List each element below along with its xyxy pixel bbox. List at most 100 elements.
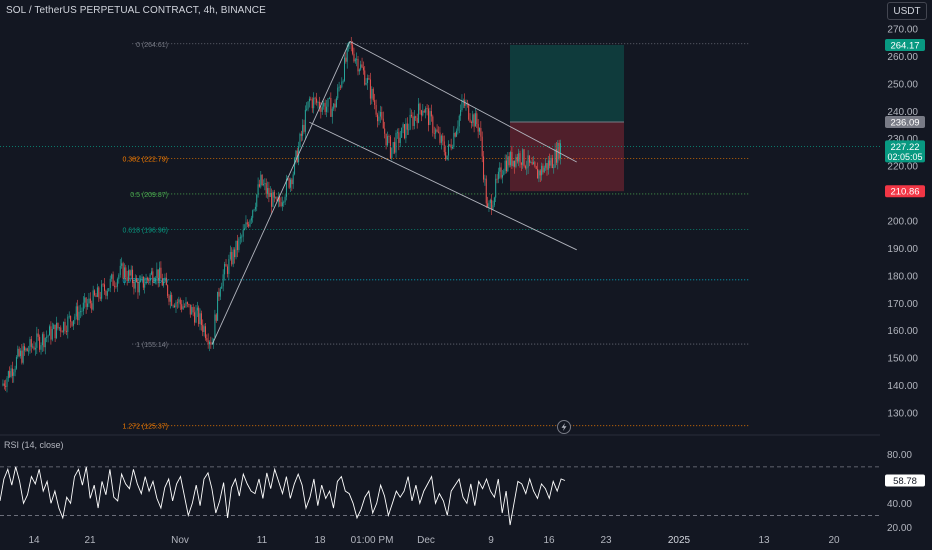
candle-body xyxy=(308,98,310,102)
candle-body xyxy=(379,111,381,117)
candle-body xyxy=(141,276,143,279)
price-tick-label: 220.00 xyxy=(887,162,918,173)
candle-body xyxy=(507,156,509,172)
candle-body xyxy=(228,258,230,274)
candle-body xyxy=(174,305,176,308)
candle-body xyxy=(160,267,162,279)
candle-body xyxy=(360,64,362,70)
candle-body xyxy=(236,240,238,251)
candle-body xyxy=(372,88,374,101)
candle-body xyxy=(26,348,28,352)
candle-body xyxy=(245,222,247,229)
price-tick-label: 190.00 xyxy=(887,244,918,255)
candle-body xyxy=(133,283,135,289)
candle-body xyxy=(368,78,370,80)
candle-body xyxy=(442,135,444,142)
candle-body xyxy=(446,155,448,160)
time-axis[interactable]: 14 21 Nov 11 18 01:00 PM Dec 9 16 23 2025 13 20 xyxy=(28,535,840,546)
candle-body xyxy=(280,201,282,207)
candle-body xyxy=(391,147,393,158)
candle-body xyxy=(222,274,224,287)
candle-body xyxy=(449,144,451,146)
candle-body xyxy=(172,305,174,307)
candle-body xyxy=(22,346,24,363)
candle-body xyxy=(419,103,421,111)
rsi-value-label: 58.78 xyxy=(893,476,917,487)
candle-body xyxy=(128,270,129,282)
candle-body xyxy=(477,124,479,132)
candle-body xyxy=(378,116,380,122)
candle-body xyxy=(480,128,482,137)
candle-body xyxy=(30,339,32,347)
candle-body xyxy=(242,230,244,237)
candle-body xyxy=(406,123,408,130)
candle-body xyxy=(290,179,291,188)
price-tick-label: 130.00 xyxy=(887,409,918,420)
candle-body xyxy=(488,202,490,208)
candle-body xyxy=(258,184,260,187)
candle-body xyxy=(219,288,221,297)
candle-body xyxy=(148,279,150,281)
candle-body xyxy=(385,133,387,146)
candle-body xyxy=(388,136,390,137)
candle-body xyxy=(420,110,422,116)
time-tick-label: 18 xyxy=(314,535,326,546)
candle-body xyxy=(495,178,497,198)
candle-body xyxy=(272,191,274,207)
currency-unit-button[interactable]: USDT xyxy=(887,2,927,20)
candle-body xyxy=(454,133,456,137)
candle-body xyxy=(232,249,234,265)
price-axis[interactable]: 270.00 260.00 250.00 240.00 230.00 220.00 210.… xyxy=(887,25,918,420)
candle-body xyxy=(429,111,431,126)
candle-body xyxy=(510,151,512,166)
candle-body xyxy=(371,88,373,99)
candle-body xyxy=(11,368,13,376)
candle-body xyxy=(291,179,293,185)
time-tick-label: 9 xyxy=(488,535,494,546)
candle-body xyxy=(436,129,438,132)
candle-body xyxy=(104,284,106,291)
lightning-icon[interactable] xyxy=(557,420,571,434)
candle-body xyxy=(106,291,108,296)
candle-body xyxy=(350,42,352,45)
long-position-tool[interactable] xyxy=(510,44,624,192)
candle-body xyxy=(346,46,348,62)
candle-body xyxy=(538,170,540,179)
time-tick-label: 16 xyxy=(543,535,555,546)
candle-body xyxy=(438,131,440,133)
candle-body xyxy=(472,114,474,123)
candle-body xyxy=(196,307,198,311)
candle-body xyxy=(542,165,544,173)
candle-body xyxy=(369,79,371,99)
candle-body xyxy=(394,142,396,153)
candle-body xyxy=(250,217,252,221)
candle-body xyxy=(18,348,20,357)
candle-body xyxy=(279,197,281,202)
candle-body xyxy=(531,161,533,165)
candle-body xyxy=(425,108,427,113)
candle-body xyxy=(302,124,304,136)
candle-body xyxy=(115,286,117,288)
candle-body xyxy=(121,263,123,266)
candle-body xyxy=(252,210,254,218)
candle-body xyxy=(144,284,146,288)
candle-body xyxy=(41,334,43,346)
candle-body xyxy=(74,316,76,321)
candle-body xyxy=(501,175,503,178)
trendline-drawings[interactable] xyxy=(211,40,577,345)
candle-body xyxy=(9,371,11,377)
candle-body xyxy=(300,133,302,136)
candle-body xyxy=(473,114,475,127)
candle-body xyxy=(292,174,294,185)
time-tick-label: Nov xyxy=(171,535,189,546)
candle-body xyxy=(333,103,335,109)
candle-body xyxy=(405,123,407,139)
candle-body xyxy=(342,80,344,82)
candle-body xyxy=(167,285,169,296)
candle-body xyxy=(129,270,131,276)
candle-body xyxy=(504,160,506,171)
candle-body xyxy=(408,129,410,131)
candle-body xyxy=(358,69,360,72)
